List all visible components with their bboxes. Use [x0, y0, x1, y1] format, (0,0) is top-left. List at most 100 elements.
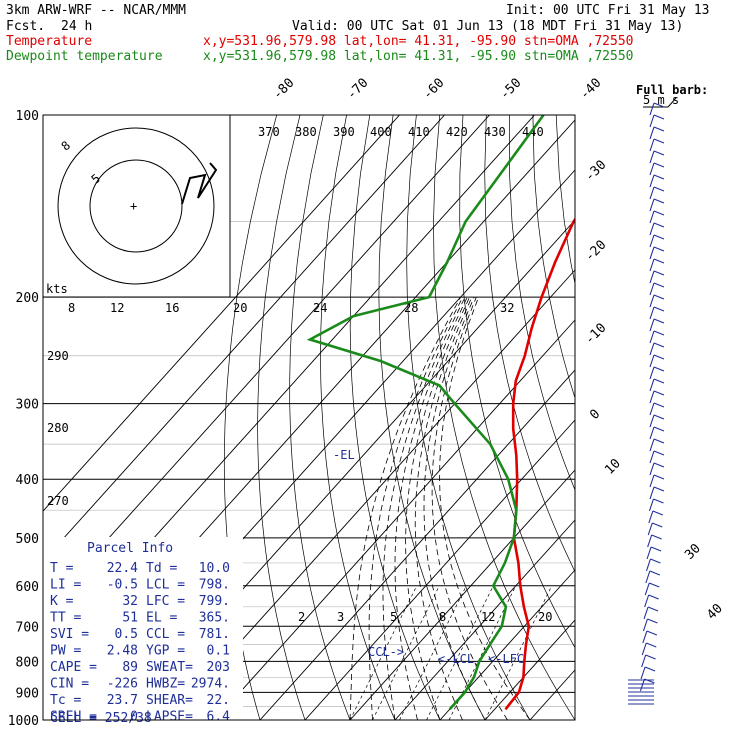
wind-barb-shaft [649, 102, 655, 116]
temp-label-top: -60 [420, 76, 447, 103]
parcel-cell-0-1: 22.4 [107, 561, 138, 576]
hodograph-frame [42, 114, 231, 298]
speed-tick-label: 32 [500, 301, 514, 315]
wind-barb-flag [644, 666, 656, 672]
dry-adiabat [378, 115, 486, 720]
theta-label: 420 [446, 125, 468, 139]
wind-barb-flag [653, 174, 665, 180]
dry-adiabat [289, 115, 351, 720]
pressure-label-900: 900 [16, 686, 39, 701]
wind-barb-shaft [649, 258, 655, 272]
wind-barb-flag [647, 618, 658, 624]
wind-barb-flag [653, 126, 665, 132]
wind-barb-shaft [649, 198, 655, 212]
mixing-ratio-line [484, 585, 553, 720]
parcel-panel-bg [43, 537, 243, 720]
mixing-ratio-label: 8 [439, 610, 446, 624]
parcel-cell-1-0: LI = [50, 578, 81, 593]
wind-barb-flag [652, 510, 664, 516]
mixing-ratio-line [349, 585, 418, 720]
mixing-ratio-label: 12 [481, 610, 495, 624]
dry-adiabat [320, 115, 396, 720]
isotherm [304, 419, 575, 720]
parcel-cell-5-1: 2.48 [107, 644, 138, 659]
wind-barbs [628, 102, 665, 705]
speed-tick-label: 16 [165, 301, 179, 315]
wind-barb-shaft [649, 282, 655, 296]
wind-barb-flag [653, 102, 665, 108]
lcl-marker: <-LCL [438, 652, 474, 666]
theta-label: 430 [484, 125, 506, 139]
wind-barb-shaft [649, 378, 655, 392]
wind-barb-shaft [648, 510, 654, 524]
isotherm [529, 669, 575, 720]
wind-barb-shaft [642, 618, 648, 632]
wind-barb-flag [653, 150, 665, 156]
pressure-label-300: 300 [16, 398, 39, 413]
wind-barb-flag [653, 354, 665, 360]
moist-adiabat [382, 296, 466, 720]
parcel-cell-3-0: TT = [50, 611, 81, 626]
wind-barb-flag [653, 282, 665, 288]
speed-tick-label: 28 [404, 301, 418, 315]
moist-adiabat [423, 296, 486, 720]
legend-temperature: Temperature [6, 34, 92, 49]
parcel-cell-0-2: Td = [146, 561, 177, 576]
parcel-cell-7-3: 2974. [191, 677, 230, 692]
isotherm [620, 115, 740, 720]
mixing-ratio-label: 2 [298, 610, 305, 624]
moist-adiabat [405, 296, 470, 720]
pressure-label-100: 100 [16, 109, 39, 124]
parcel-cell-6-0: CAPE = [50, 660, 97, 675]
parcel-cell-6-3: 203 [207, 660, 230, 675]
dry-adiabat [257, 115, 306, 720]
wind-barb-shaft [649, 438, 655, 452]
parcel-cell-8-0: Tc = [50, 693, 81, 708]
model-title: 3km ARW-WRF -- NCAR/MMM [6, 3, 186, 18]
theta-label: 400 [370, 125, 392, 139]
dry-adiabat [649, 115, 740, 720]
wind-barb-flag [653, 462, 665, 468]
dry-adiabat [626, 115, 740, 720]
dry-adiabat [459, 115, 575, 649]
parcel-cell-3-3: 365. [199, 611, 230, 626]
isotherm [394, 519, 575, 720]
hodograph-trace [181, 162, 218, 205]
parcel-cell-1-1: -0.5 [107, 578, 138, 593]
wind-barb-shaft [649, 270, 655, 284]
temp-label-right: 30 [682, 541, 704, 563]
theta-label: 410 [408, 125, 430, 139]
wind-barb-flag [646, 630, 658, 636]
wind-barb-shaft [649, 426, 655, 440]
temp-label-top: -50 [497, 76, 524, 103]
isotherm [259, 369, 575, 720]
pressure-label-500: 500 [16, 532, 39, 547]
wind-barb-flag [653, 210, 665, 216]
wind-barb-flag [649, 582, 660, 588]
wind-barb-flag [653, 162, 665, 168]
mixing-ratio-line [426, 585, 494, 720]
temp-label-top: -80 [270, 76, 297, 103]
wind-barb-shaft [649, 174, 655, 188]
wind-barb-flag [653, 114, 665, 120]
wind-barb-flag [653, 258, 665, 264]
dry-adiabat [555, 115, 575, 286]
wind-barb-flag [653, 318, 665, 324]
wind-barb-shaft [649, 162, 655, 176]
wind-barb-flag [653, 138, 665, 144]
parcel-cell-9-2: LAPSE= [146, 710, 193, 725]
parcel-cell-9-3: 6.4 [207, 710, 231, 725]
hodograph-center: + [130, 199, 137, 213]
wind-barb-flag [650, 546, 662, 552]
moist-adiabat [349, 296, 461, 720]
wind-barb-shaft [647, 534, 653, 548]
parcel-cell-4-0: SVI = [50, 627, 89, 642]
wind-barb-shaft [649, 366, 655, 380]
moist-adiabat [394, 296, 468, 720]
temp-label-right: 40 [704, 601, 726, 623]
wind-barb-flag [653, 342, 665, 348]
parcel-cell-8-3: 22. [207, 693, 230, 708]
wind-barb-flag [653, 186, 665, 192]
dry-adiabat [532, 115, 575, 400]
